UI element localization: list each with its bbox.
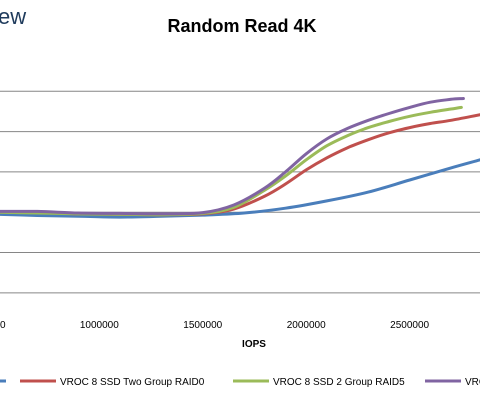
legend: VROC 8 SSD Two Group RAID0 VROC 8 SSD 2 G… (0, 377, 480, 388)
logo-text: ew (0, 4, 26, 29)
legend-label: VROC (465, 377, 480, 388)
x-tick-label: 1000000 (80, 320, 119, 331)
x-tick-labels: 0 1000000 1500000 2000000 2500000 (0, 320, 430, 331)
x-tick-label: 0 (0, 320, 6, 331)
series-line-4 (0, 97, 465, 216)
x-axis-label: IOPS (242, 339, 266, 350)
x-tick-label: 2000000 (287, 320, 326, 331)
series-line-2 (0, 113, 480, 217)
grid (0, 90, 480, 294)
series-lines (0, 97, 480, 219)
legend-label: VROC 8 SSD Two Group RAID0 (60, 377, 205, 388)
x-tick-label: 2500000 (390, 320, 429, 331)
chart-title: Random Read 4K (167, 16, 316, 36)
series-line-1 (0, 158, 480, 219)
series-line-3 (0, 105, 463, 217)
legend-label: VROC 8 SSD 2 Group RAID5 (273, 377, 405, 388)
x-tick-label: 1500000 (183, 320, 222, 331)
